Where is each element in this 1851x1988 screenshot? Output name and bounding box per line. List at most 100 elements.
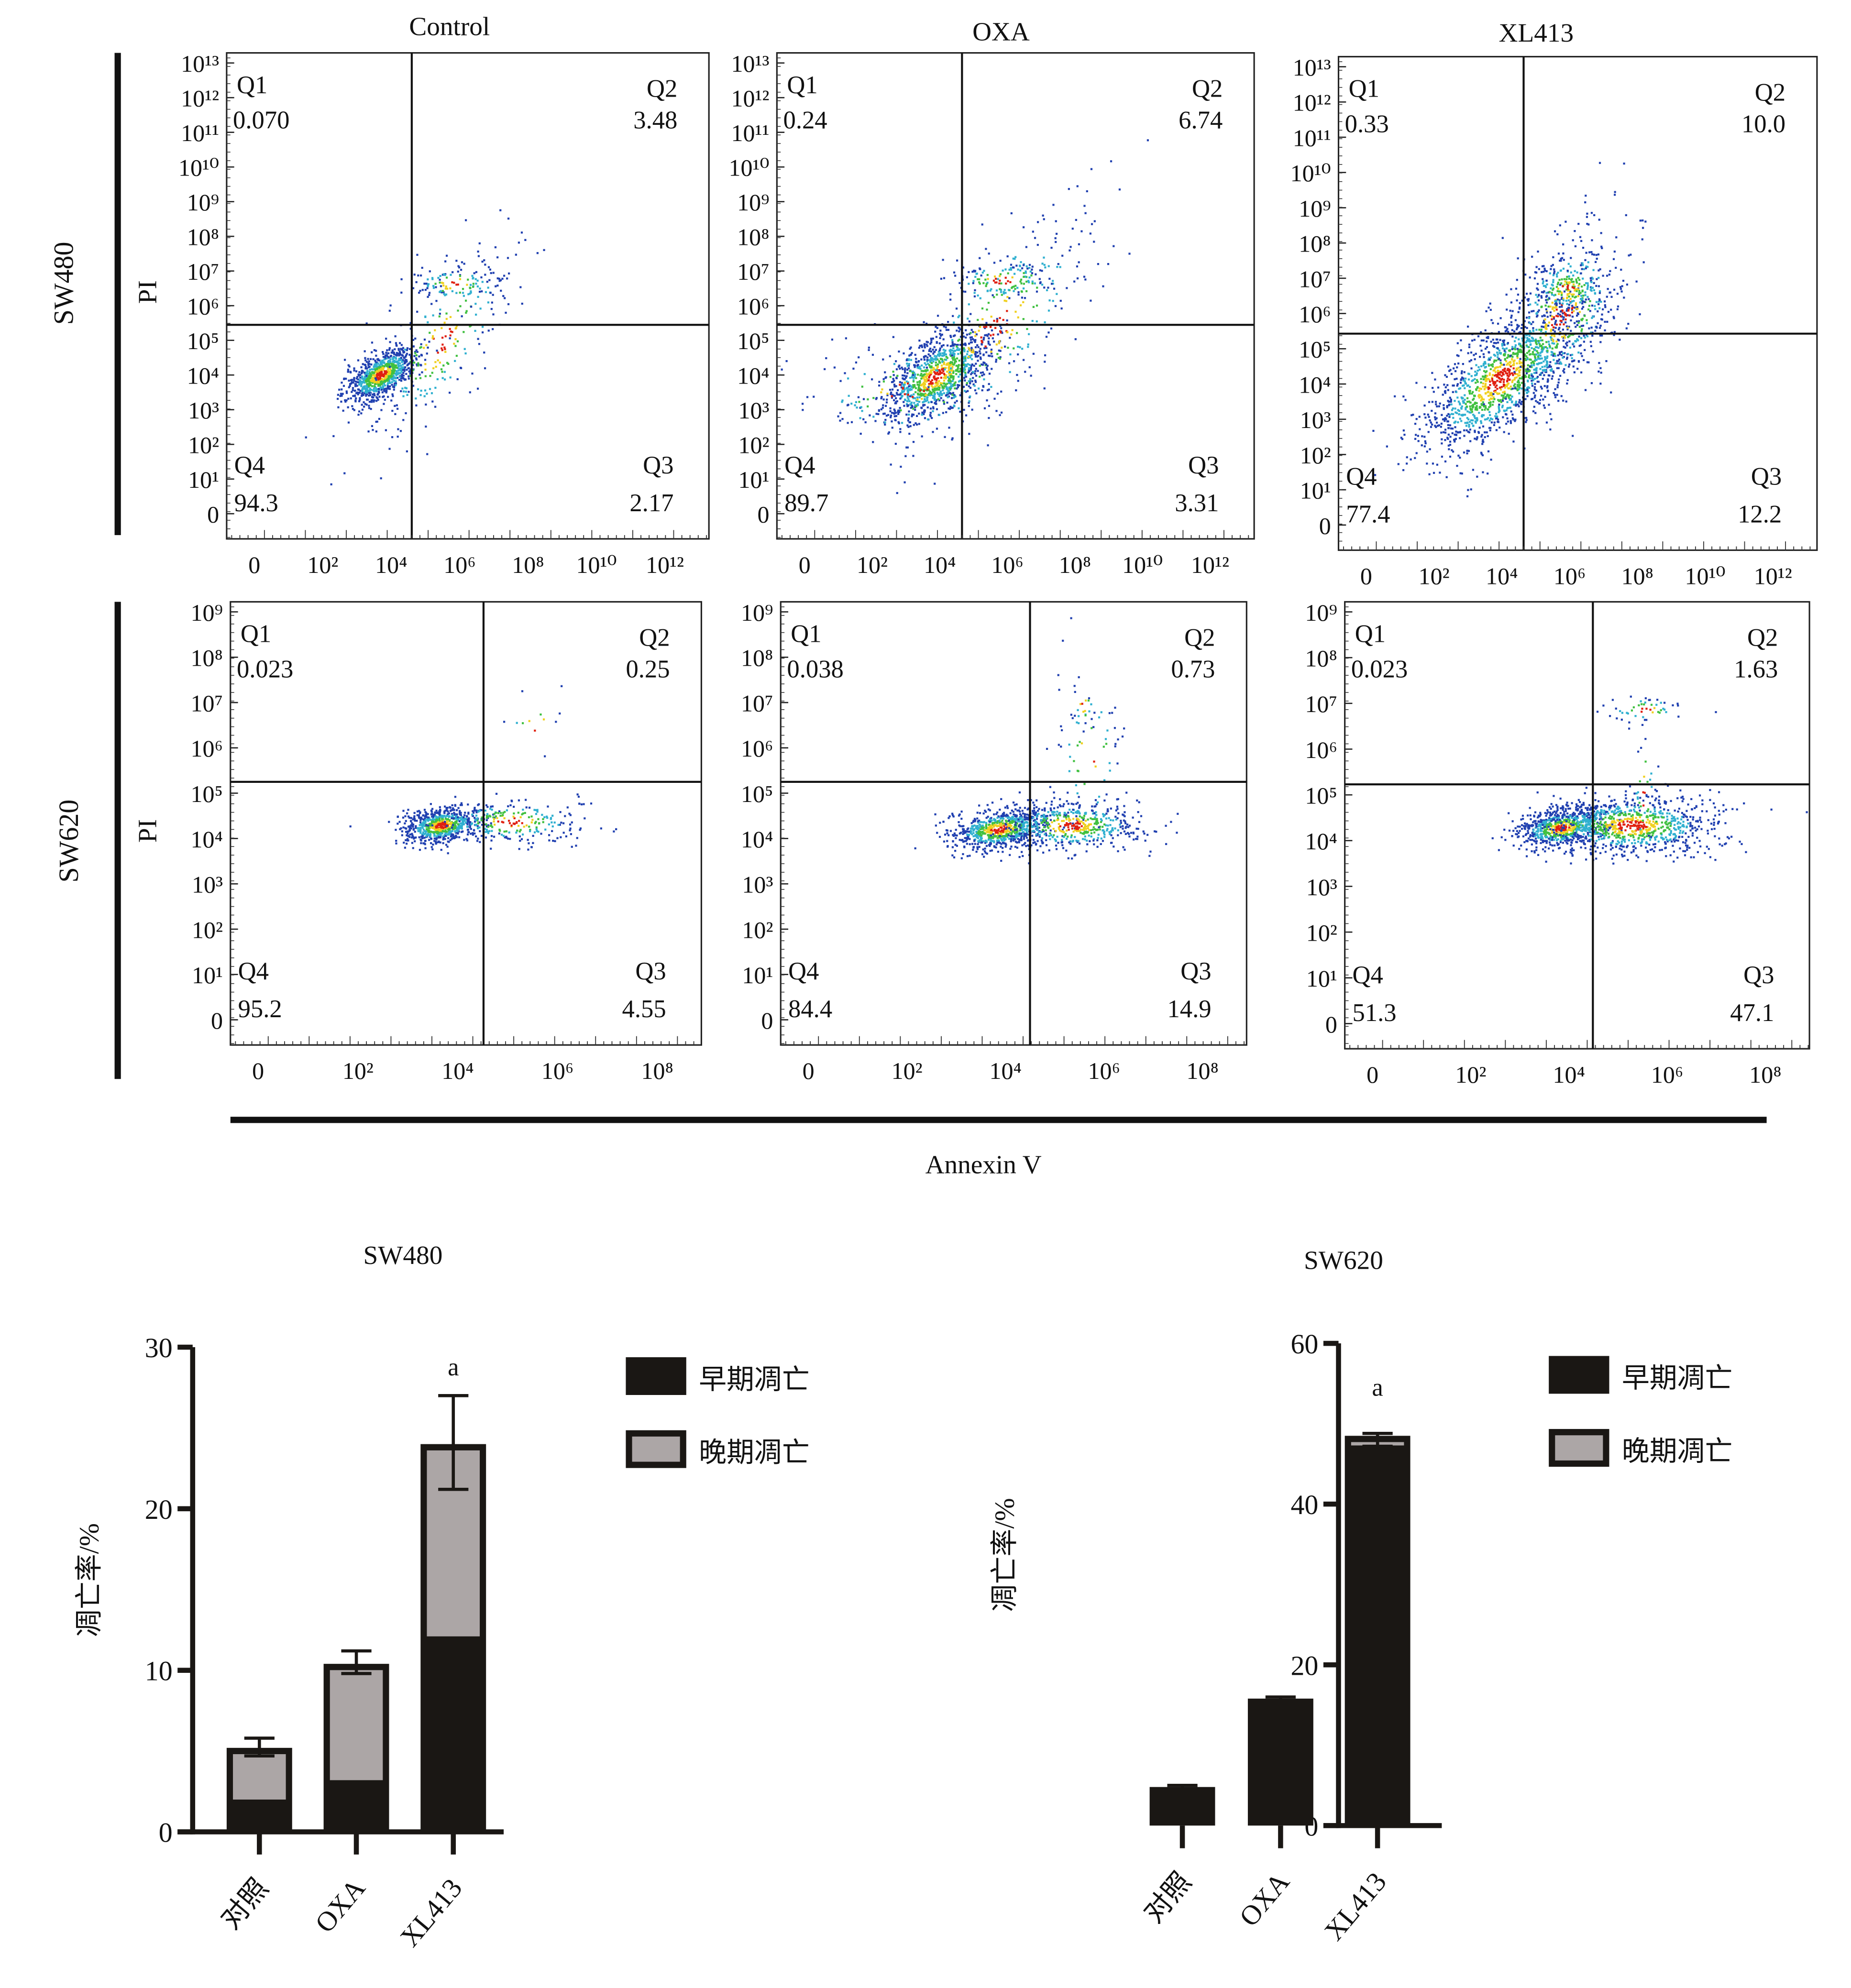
event-dot [901,395,903,398]
event-dot [1541,387,1543,390]
event-dot [941,368,943,371]
event-dot [441,327,443,330]
event-dot [1542,347,1545,350]
event-dot [996,353,999,355]
event-dot [1541,347,1543,350]
event-dot [393,377,395,379]
event-dot [942,338,945,340]
event-dot [1025,290,1028,293]
event-dot [425,344,428,346]
event-dot [462,288,464,290]
event-dot [400,348,403,351]
event-dot [1444,386,1447,388]
event-dot [1488,373,1491,376]
event-dot [936,399,938,401]
event-dot [1048,277,1051,280]
event-dot [1494,391,1497,393]
event-dot [1539,336,1542,339]
event-dot [1494,371,1497,373]
event-dot [1550,329,1553,331]
event-dot [889,407,892,409]
event-dot [907,364,910,367]
event-dot [893,413,895,415]
event-dot [1515,402,1517,404]
event-dot [367,364,370,366]
event-dot [908,400,911,403]
event-dot [1492,322,1494,324]
event-dot [1435,403,1437,406]
event-dot [1556,233,1559,236]
event-dot [1485,406,1487,409]
event-dot [897,409,900,412]
event-dot [1022,226,1025,229]
event-dot [1020,282,1023,285]
event-dot [1540,330,1542,332]
event-dot [1036,304,1038,307]
event-dot [982,385,985,388]
event-dot [404,366,407,369]
event-dot [1042,214,1044,217]
event-dot [1031,272,1034,275]
event-dot [1509,385,1512,388]
event-dot [859,432,862,435]
event-dot [972,377,974,379]
event-dot [910,394,913,396]
event-dot [918,365,921,368]
event-dot [449,392,451,394]
event-dot [1539,343,1541,345]
event-dot [1526,298,1529,301]
event-dot [364,359,367,362]
event-dot [1571,308,1573,311]
event-dot [1005,282,1007,285]
event-dot [981,223,983,226]
event-dot [1486,336,1488,339]
event-dot [913,402,915,404]
event-dot [1431,423,1433,426]
event-dot [400,371,403,373]
event-dot [1032,352,1035,355]
event-dot [1056,293,1058,295]
event-dot [420,364,422,367]
event-dot [358,388,360,391]
event-dot [1576,290,1578,292]
event-dot [361,390,364,393]
event-dot [1461,472,1463,475]
event-dot [377,378,380,381]
event-dot [371,382,374,384]
event-dot [895,397,897,399]
event-dot [467,293,470,296]
event-dot [968,333,970,335]
event-dot [1479,394,1481,396]
event-dot [365,404,368,406]
event-dot [1570,330,1572,332]
event-dot [1015,389,1017,392]
event-dot [910,386,913,388]
event-dot [1558,358,1561,361]
quadrant-label-q1: Q1 [787,71,817,99]
event-dot [1578,293,1580,296]
event-dot [1494,386,1497,388]
event-dot [1458,387,1460,390]
event-dot [1519,377,1521,380]
event-dot [445,285,447,288]
event-dot [1540,339,1542,341]
event-dot [1501,395,1503,397]
event-dot [394,413,397,416]
event-dot [1016,286,1019,289]
event-dot [1493,424,1496,426]
event-dot [952,344,955,347]
event-dot [908,421,911,424]
event-dot [938,349,941,351]
event-dot [1566,308,1568,310]
event-dot [969,363,971,366]
event-dot [1473,397,1475,400]
event-dot [404,355,407,358]
event-dot [1469,407,1472,410]
event-dot [377,383,380,385]
event-dot [833,366,836,369]
event-dot [935,369,937,372]
event-dot [362,370,364,373]
event-dot [500,289,502,292]
event-dot [933,346,936,348]
event-dot [372,380,374,383]
